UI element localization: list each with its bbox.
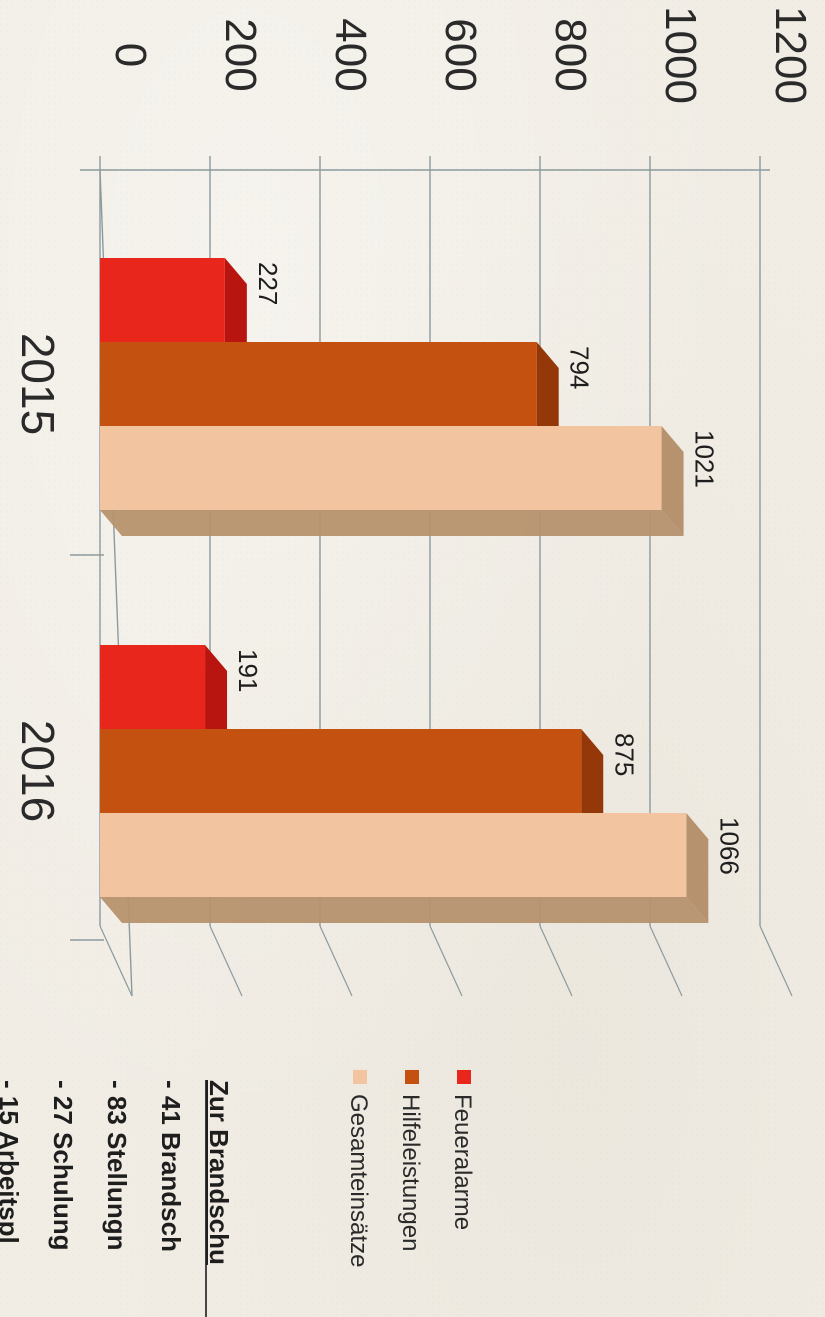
data-label: 227 [253, 262, 283, 305]
bar [100, 258, 225, 342]
legend-swatch [457, 1070, 471, 1084]
value-tick-label: 1200 [766, 6, 815, 104]
gridline-depth [99, 925, 133, 997]
gridline-depth [649, 925, 683, 997]
bar [100, 342, 537, 426]
bar-end-face [581, 729, 604, 839]
data-label: 1021 [690, 430, 720, 488]
bar-bottom-face [100, 897, 709, 923]
bar [100, 813, 687, 897]
notes-item: - 41 Brandsch [156, 1080, 186, 1252]
value-tick-label: 600 [436, 18, 485, 91]
gridline-depth [209, 925, 243, 997]
bar-end-face [205, 645, 228, 755]
value-tick-label: 400 [326, 18, 375, 91]
data-label: 191 [233, 649, 263, 692]
data-label: 794 [565, 346, 595, 389]
value-tick-label: 1000 [656, 6, 705, 104]
bar-bottom-face [100, 510, 684, 536]
value-tick-label: 0 [106, 43, 155, 67]
legend-swatch [405, 1070, 419, 1084]
notes-item: - 27 Schulung [48, 1080, 78, 1250]
bar [100, 729, 582, 813]
bar-end-face [686, 813, 709, 923]
bar [100, 426, 662, 510]
bar-end-face [224, 258, 247, 368]
gridline-depth [539, 925, 573, 997]
data-label: 875 [609, 733, 639, 776]
legend-label: Hilfeleistungen [397, 1094, 424, 1251]
value-tick-label: 800 [546, 18, 595, 91]
legend-label: Gesamteinsätze [345, 1094, 372, 1267]
gridline-depth [429, 925, 463, 997]
gridline-depth [319, 925, 353, 997]
legend-swatch [353, 1070, 367, 1084]
bar-end-face [661, 426, 684, 536]
data-label: 1066 [714, 817, 744, 875]
notes-item: - 83 Stellungn [102, 1080, 132, 1250]
bar-end-face [536, 342, 559, 452]
category-label: 2016 [12, 720, 64, 822]
value-tick-label: 200 [216, 18, 265, 91]
category-label: 2015 [12, 333, 64, 435]
bar [100, 645, 206, 729]
notes-heading: Zur Brandschu [204, 1080, 234, 1265]
legend-label: Feueralarme [449, 1094, 476, 1230]
gridline-depth [759, 925, 793, 997]
notes-item: - 15 Arbeitspl [0, 1080, 24, 1244]
